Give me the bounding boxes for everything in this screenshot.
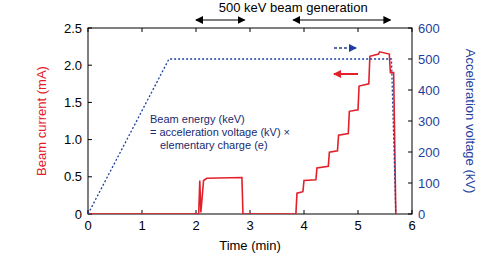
y-tick-label: 0.5 xyxy=(64,169,82,184)
y-tick xyxy=(88,176,92,177)
y2-tick-label: 400 xyxy=(418,83,440,98)
x-tick xyxy=(412,28,413,32)
y2-tick-label: 100 xyxy=(418,176,440,191)
y-tick xyxy=(88,28,92,29)
x-tick xyxy=(142,28,143,32)
y2-tick xyxy=(408,183,412,184)
y-tick-label: 1.5 xyxy=(64,95,82,110)
x-tick-label: 0 xyxy=(84,218,91,233)
y-tick-label: 2.0 xyxy=(64,58,82,73)
y-tick xyxy=(88,139,92,140)
y2-tick-label: 600 xyxy=(418,21,440,36)
span-arrow xyxy=(196,19,245,20)
annotation-title: 500 keV beam generation xyxy=(219,0,368,15)
series-line xyxy=(88,59,396,214)
y-tick-label: 0 xyxy=(75,207,82,222)
axis-indicator xyxy=(334,73,358,75)
series-group xyxy=(88,52,396,214)
y2-tick-label: 200 xyxy=(418,145,440,160)
x-tick-label: 4 xyxy=(300,218,307,233)
y-tick-label: 1.0 xyxy=(64,132,82,147)
y2-tick xyxy=(408,121,412,122)
x-tick-label: 6 xyxy=(408,218,415,233)
x-tick-label: 5 xyxy=(354,218,361,233)
x-tick xyxy=(358,28,359,32)
axis-indicator xyxy=(334,47,356,49)
annotation-note: = acceleration voltage (kV) × xyxy=(150,126,290,138)
y2-tick xyxy=(408,214,412,215)
x-tick xyxy=(250,28,251,32)
y2-axis-label: Acceleration voltage (kV) xyxy=(463,49,478,194)
span-arrow xyxy=(293,19,390,20)
y2-tick xyxy=(408,59,412,60)
annotation-note: Beam energy (keV) xyxy=(150,113,245,125)
y2-tick xyxy=(408,28,412,29)
y-tick xyxy=(88,102,92,103)
y2-tick-label: 300 xyxy=(418,114,440,129)
x-tick-label: 2 xyxy=(192,218,199,233)
annotation-note: elementary charge (e) xyxy=(160,139,268,151)
y-axis-label: Beam current (mA) xyxy=(34,66,49,176)
y2-tick-label: 0 xyxy=(418,207,425,222)
plot-frame xyxy=(88,28,412,214)
x-tick xyxy=(412,210,413,214)
y2-tick-label: 500 xyxy=(418,52,440,67)
x-tick-label: 1 xyxy=(138,218,145,233)
x-tick xyxy=(304,210,305,214)
x-tick xyxy=(304,28,305,32)
y2-tick xyxy=(408,90,412,91)
y-tick-label: 2.5 xyxy=(64,21,82,36)
x-tick xyxy=(358,210,359,214)
x-tick xyxy=(196,28,197,32)
y-tick xyxy=(88,65,92,66)
x-tick-label: 3 xyxy=(246,218,253,233)
y2-tick xyxy=(408,152,412,153)
x-axis-label: Time (min) xyxy=(219,238,281,253)
chart: 012345600.51.01.52.02.501002003004005006… xyxy=(0,0,480,262)
series-line xyxy=(88,52,396,214)
x-tick xyxy=(88,28,89,32)
